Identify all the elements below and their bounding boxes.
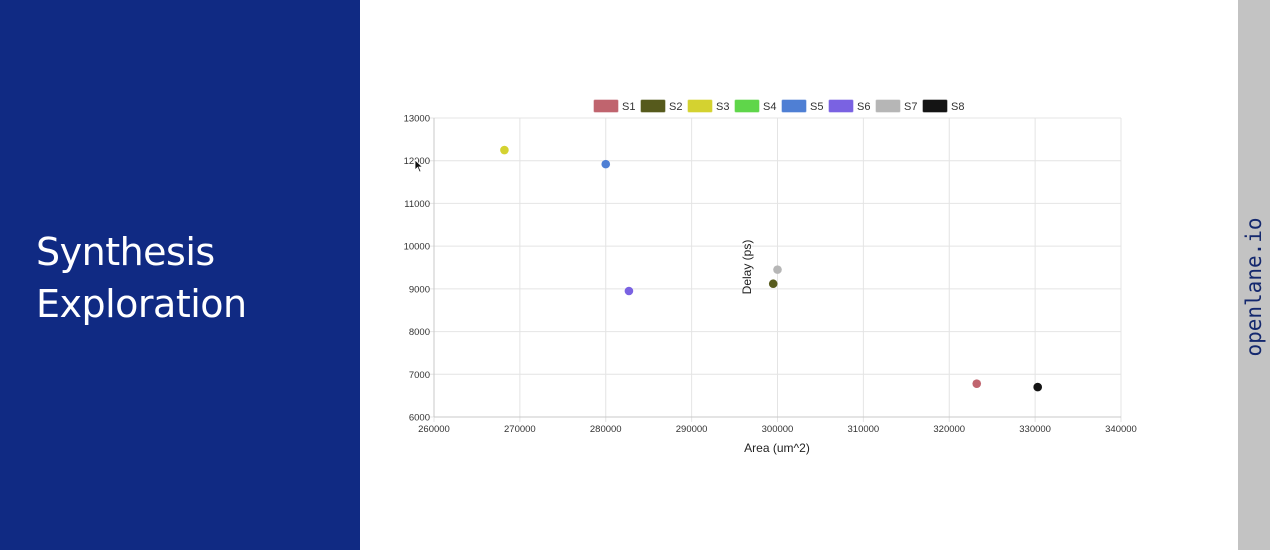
legend-swatch bbox=[593, 99, 619, 113]
data-point-s8[interactable] bbox=[1033, 382, 1043, 392]
legend-swatch bbox=[687, 99, 713, 113]
legend-item-s5[interactable]: S5 bbox=[781, 99, 823, 113]
legend-swatch bbox=[922, 99, 948, 113]
legend-item-s1[interactable]: S1 bbox=[593, 99, 635, 113]
data-point-s7[interactable] bbox=[773, 265, 782, 274]
scatter-chart: 260000 270000 280000 290000 300000 310000 3200… bbox=[404, 99, 1137, 455]
legend-label: S5 bbox=[810, 101, 823, 113]
x-tick-label: 300000 bbox=[762, 424, 794, 435]
legend-label: S6 bbox=[857, 101, 870, 113]
data-point-s1[interactable] bbox=[972, 379, 982, 388]
data-points[interactable] bbox=[500, 145, 1043, 392]
legend-item-s2[interactable]: S2 bbox=[640, 99, 682, 113]
x-tick-label: 260000 bbox=[418, 424, 450, 435]
legend-item-s6[interactable]: S6 bbox=[828, 99, 870, 113]
legend-swatch bbox=[875, 99, 901, 113]
title-panel: Synthesis Exploration bbox=[0, 0, 360, 550]
data-point-s6[interactable] bbox=[624, 286, 634, 296]
x-tick-label: 310000 bbox=[848, 424, 880, 435]
y-tick-label: 11000 bbox=[404, 199, 430, 210]
x-axis-title: Area (um^2) bbox=[744, 441, 810, 455]
x-tick-label: 320000 bbox=[933, 424, 965, 435]
axes: 260000 270000 280000 290000 300000 310000 3200… bbox=[404, 114, 1137, 436]
slide-title: Synthesis Exploration bbox=[36, 226, 247, 330]
slide-title-line-2: Exploration bbox=[36, 282, 247, 326]
y-tick-label: 6000 bbox=[409, 413, 430, 424]
x-tick-label: 330000 bbox=[1019, 424, 1051, 435]
legend-swatch bbox=[640, 99, 666, 113]
legend-item-s7[interactable]: S7 bbox=[875, 99, 917, 113]
legend-label: S2 bbox=[669, 101, 682, 113]
y-axis-title: Delay (ps) bbox=[740, 240, 754, 295]
legend-swatch bbox=[734, 99, 760, 113]
site-watermark: openlane.io bbox=[1242, 217, 1266, 357]
x-tick-label: 270000 bbox=[504, 424, 536, 435]
data-point-s2[interactable] bbox=[768, 279, 778, 289]
y-tick-label: 9000 bbox=[409, 284, 430, 295]
legend[interactable]: S1 S2 S3 S4 S5 S6 S7 S8 bbox=[593, 99, 964, 113]
data-point-s3[interactable] bbox=[500, 145, 509, 155]
legend-label: S8 bbox=[951, 101, 964, 113]
legend-label: S4 bbox=[763, 101, 776, 113]
legend-item-s4[interactable]: S4 bbox=[734, 99, 776, 113]
legend-label: S1 bbox=[622, 101, 635, 113]
x-tick-label: 280000 bbox=[590, 424, 622, 435]
x-tick-label: 340000 bbox=[1105, 424, 1137, 435]
y-tick-label: 8000 bbox=[409, 327, 430, 338]
y-tick-label: 10000 bbox=[404, 242, 430, 253]
legend-item-s8[interactable]: S8 bbox=[922, 99, 964, 113]
mouse-cursor-icon bbox=[414, 159, 424, 173]
y-tick-label: 7000 bbox=[409, 370, 430, 381]
data-point-s5[interactable] bbox=[601, 159, 611, 169]
side-strip bbox=[1238, 0, 1270, 550]
x-tick-label: 290000 bbox=[676, 424, 708, 435]
y-tick-label: 13000 bbox=[404, 114, 430, 125]
legend-item-s3[interactable]: S3 bbox=[687, 99, 729, 113]
legend-label: S7 bbox=[904, 101, 917, 113]
legend-swatch bbox=[828, 99, 854, 113]
slide-title-line-1: Synthesis bbox=[36, 230, 215, 274]
legend-swatch bbox=[781, 99, 807, 113]
legend-label: S3 bbox=[716, 101, 729, 113]
